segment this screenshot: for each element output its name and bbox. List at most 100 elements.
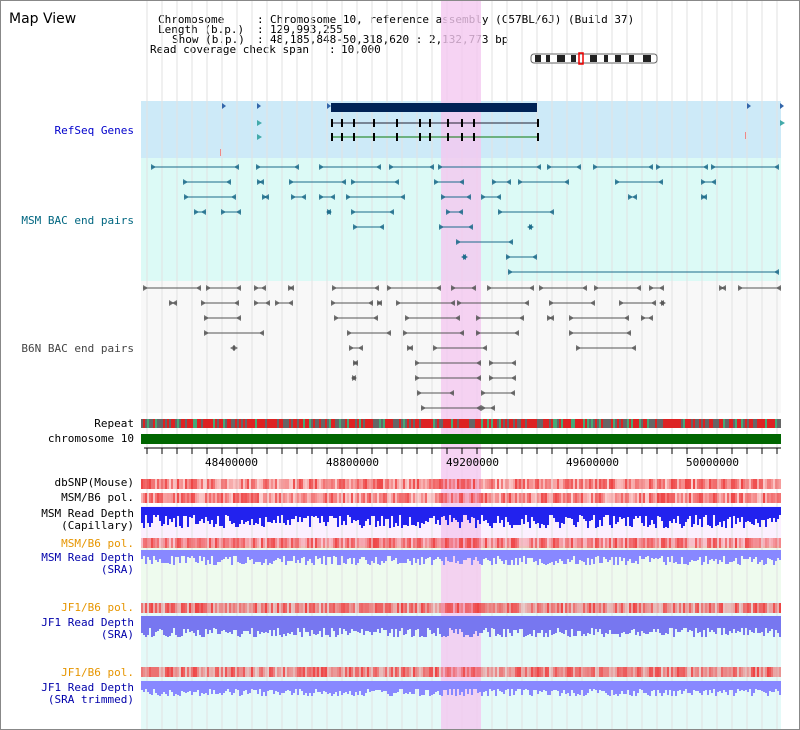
msm-depth-capillary — [161, 507, 163, 526]
jf1-b6-pol-heat — [533, 603, 535, 613]
msm-b6-pol-heat — [305, 493, 307, 503]
msm-b6-pol-heat-2 — [627, 538, 629, 548]
msm-b6-pol-heat — [195, 493, 197, 503]
msm-b6-pol-heat — [153, 493, 155, 503]
msm-depth-sra — [455, 550, 457, 563]
jf1-b6-pol-heat-2 — [513, 667, 515, 677]
msm-depth-sra — [325, 550, 327, 565]
msm-depth-sra — [307, 550, 309, 561]
jf1-b6-pol-heat-2 — [311, 667, 313, 677]
msm-depth-capillary — [737, 507, 739, 518]
jf1-b6-pol-heat — [329, 603, 331, 613]
msm-b6-pol-heat-2 — [537, 538, 539, 548]
msm-b6-pol-heat-2 — [227, 538, 229, 548]
dbsnp-heat — [673, 479, 675, 489]
dbsnp-heat — [195, 479, 197, 489]
dbsnp-heat — [485, 479, 487, 489]
jf1-b6-pol-heat — [469, 603, 471, 613]
jf1-depth-sra — [557, 616, 559, 628]
msm-depth-sra — [485, 550, 487, 558]
jf1-b6-pol-heat — [677, 603, 679, 613]
track-label-refseq[interactable]: RefSeq Genes — [54, 124, 134, 137]
jf1-b6-pol-heat-2 — [161, 667, 163, 677]
repeat-segment — [649, 419, 651, 428]
jf1-b6-pol-heat-2 — [253, 667, 255, 677]
repeat-segment — [335, 419, 337, 428]
jf1-depth-trimmed — [643, 681, 645, 693]
msm-depth-capillary — [575, 507, 577, 527]
msm-b6-pol-heat-2 — [499, 538, 501, 548]
jf1-depth-trimmed — [197, 681, 199, 690]
jf1-depth-trimmed — [537, 681, 539, 694]
msm-b6-pol-heat-2 — [559, 538, 561, 548]
dbsnp-heat — [533, 479, 535, 489]
msm-depth-capillary — [401, 507, 403, 528]
msm-b6-pol-heat — [355, 493, 357, 503]
dbsnp-heat — [751, 479, 753, 489]
jf1-b6-pol-heat — [535, 603, 537, 613]
jf1-b6-pol-heat — [731, 603, 733, 613]
msm-b6-pol-heat-2 — [401, 538, 403, 548]
jf1-b6-pol-heat-2 — [319, 667, 321, 677]
msm-depth-sra — [349, 550, 351, 558]
msm-b6-pol-heat-2 — [337, 538, 339, 548]
msm-b6-pol-heat — [767, 493, 769, 503]
jf1-depth-sra — [289, 616, 291, 634]
jf1-depth-sra — [253, 616, 255, 637]
msm-depth-sra — [161, 550, 163, 563]
jf1-b6-pol-heat-2 — [297, 667, 299, 677]
jf1-depth-sra — [777, 616, 779, 633]
msm-b6-pol-heat — [639, 493, 641, 503]
jf1-b6-pol-heat-2 — [167, 667, 169, 677]
dbsnp-heat — [649, 479, 651, 489]
jf1-b6-pol-heat-2 — [267, 667, 269, 677]
jf1-depth-trimmed — [289, 681, 291, 691]
msm-b6-pol-heat — [623, 493, 625, 503]
jf1-b6-pol-heat-2 — [523, 667, 525, 677]
dbsnp-heat — [159, 479, 161, 489]
dbsnp-heat — [387, 479, 389, 489]
jf1-b6-pol-heat-2 — [141, 667, 143, 677]
msm-b6-pol-heat-2 — [257, 538, 259, 548]
track-label-jf1-depth-sra-2: (SRA) — [100, 628, 134, 641]
track-label-b6n-bac[interactable]: B6N BAC end pairs — [21, 342, 134, 355]
msm-b6-pol-heat — [723, 493, 725, 503]
msm-bac-pair-end — [461, 254, 466, 260]
jf1-b6-pol-heat — [743, 603, 745, 613]
jf1-b6-pol-heat-2 — [339, 667, 341, 677]
dbsnp-heat — [757, 479, 759, 489]
msm-b6-pol-heat-2 — [427, 538, 429, 548]
msm-depth-capillary — [559, 507, 561, 528]
msm-depth-sra — [705, 550, 707, 556]
ideogram-marker — [578, 52, 584, 65]
repeat-segment — [381, 419, 383, 428]
jf1-b6-pol-heat-2 — [169, 667, 171, 677]
jf1-depth-trimmed — [223, 681, 225, 693]
jf1-b6-pol-heat-2 — [409, 667, 411, 677]
jf1-b6-pol-heat-2 — [151, 667, 153, 677]
dbsnp-heat — [469, 479, 471, 489]
jf1-b6-pol-heat — [713, 603, 715, 613]
jf1-b6-pol-heat-2 — [243, 667, 245, 677]
msm-depth-capillary — [229, 507, 231, 521]
jf1-b6-pol-heat-2 — [599, 667, 601, 677]
jf1-depth-sra — [245, 616, 247, 631]
repeat-segment — [211, 419, 213, 428]
msm-b6-pol-heat-2 — [635, 538, 637, 548]
msm-b6-pol-heat-2 — [299, 538, 301, 548]
repeat-segment — [515, 419, 517, 428]
track-label-msm-bac[interactable]: MSM BAC end pairs — [21, 214, 134, 227]
b6n-bac-pair-end — [236, 315, 241, 321]
msm-b6-pol-heat-2 — [237, 538, 239, 548]
msm-b6-pol-heat — [751, 493, 753, 503]
msm-depth-capillary — [159, 507, 161, 521]
jf1-b6-pol-heat-2 — [581, 667, 583, 677]
repeat-segment — [701, 419, 703, 428]
jf1-b6-pol-heat — [371, 603, 373, 613]
msm-b6-pol-heat — [363, 493, 365, 503]
repeat-segment — [297, 419, 299, 428]
msm-b6-pol-heat-2 — [281, 538, 283, 548]
repeat-segment — [613, 419, 615, 428]
msm-b6-pol-heat — [405, 493, 407, 503]
